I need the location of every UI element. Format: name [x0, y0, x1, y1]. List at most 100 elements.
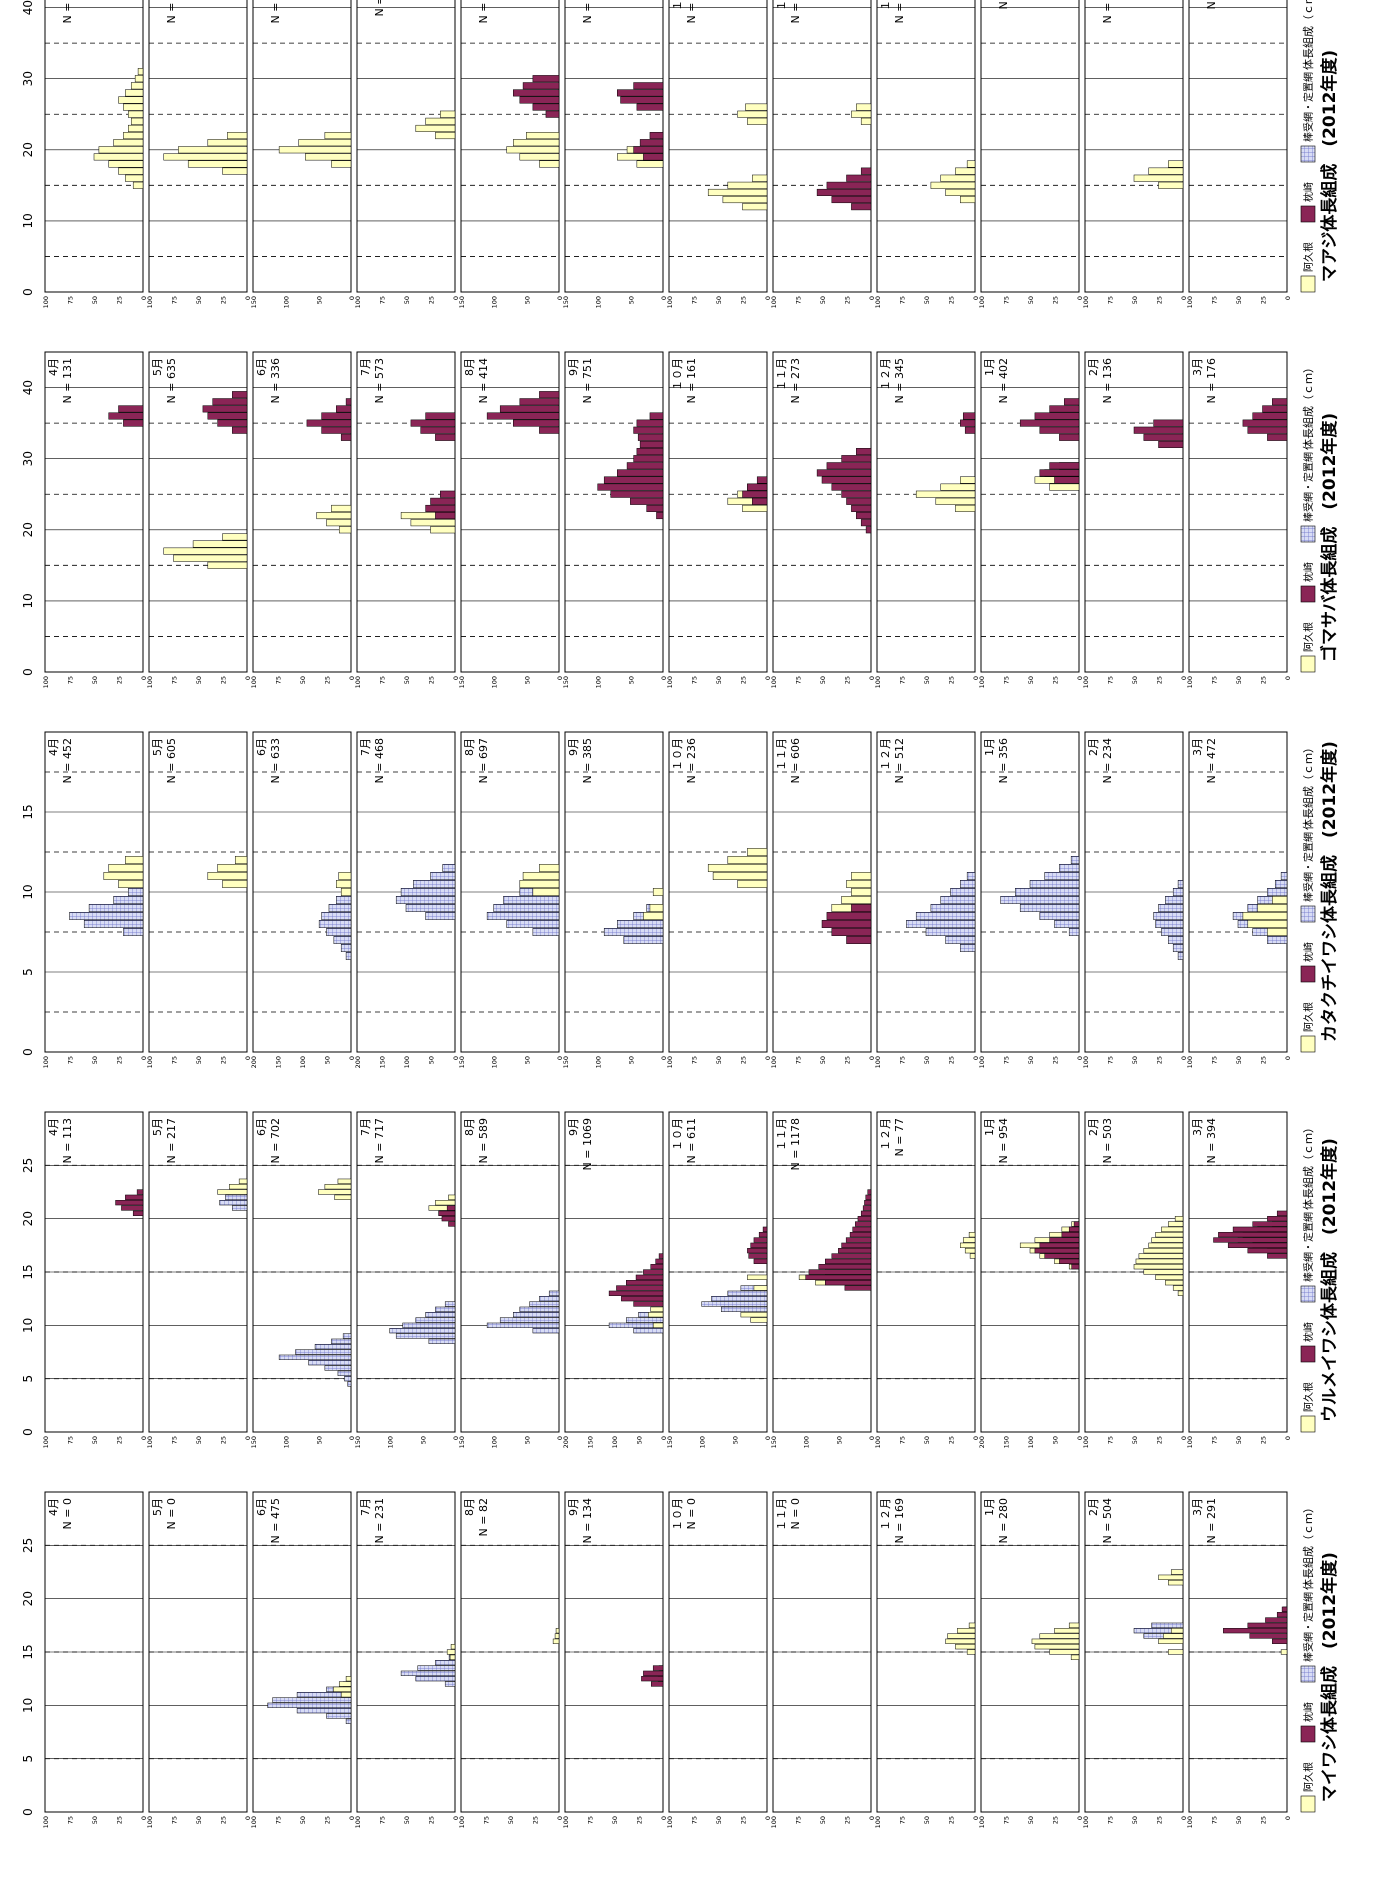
legend-swatch-aguni — [1300, 1795, 1316, 1813]
bar-makurazaki — [1267, 1216, 1288, 1222]
n-label: N = 573 — [373, 358, 386, 403]
bar-makurazaki — [608, 1290, 664, 1296]
x-tick-label: 5 — [21, 1755, 35, 1763]
panel: 0 25 50 75 100 4月 N = 113 — [42, 1111, 148, 1448]
panel: 0 25 50 75 100 5月 N = 217 — [146, 1111, 252, 1448]
bar-makurazaki — [1034, 1248, 1080, 1254]
bar-makurazaki — [750, 1242, 768, 1248]
bar-aguni — [969, 1253, 976, 1259]
x-axis-label: 体長組成（ｃｍ） — [1301, 1502, 1315, 1590]
bar-aguni — [648, 1312, 664, 1318]
y-tick-label: 50 — [315, 296, 323, 304]
legend: 阿久根 枕崎 棒受網・定置網 体長組成（ｃｍ） マイワシ体長組成 (2012年度) — [1300, 1502, 1340, 1813]
bar-makurazaki — [841, 455, 872, 463]
bar-bouuke — [113, 896, 144, 904]
bar-aguni — [1151, 1237, 1184, 1243]
y-tick-label: 0 — [868, 296, 876, 300]
bar-aguni — [1280, 1649, 1288, 1655]
bar-bouuke — [321, 912, 352, 920]
bar-makurazaki — [1039, 426, 1080, 434]
bar-makurazaki — [499, 405, 560, 413]
bar-bouuke — [486, 1322, 560, 1328]
bar-bouuke — [1151, 1622, 1184, 1628]
y-tick-label: 100 — [1082, 1436, 1090, 1448]
bar-aguni — [234, 856, 248, 864]
y-tick-label: 0 — [868, 1436, 876, 1440]
month-label: 7月 — [359, 358, 372, 376]
bar-aguni — [1267, 928, 1288, 936]
panel-frame — [460, 0, 560, 293]
legend-swatch-aguni — [1300, 1035, 1316, 1053]
panel: 0 25 50 75 100 １０月 N = 161 — [666, 351, 772, 688]
bar-makurazaki — [849, 1232, 872, 1238]
bar-aguni — [134, 75, 144, 83]
y-tick-label: 50 — [1131, 1436, 1139, 1444]
n-label: N = 503 — [1101, 1118, 1114, 1163]
n-label: N = 0 — [165, 1498, 178, 1529]
bar-makurazaki — [658, 1253, 664, 1259]
bar-bouuke — [532, 928, 560, 936]
y-tick-label: 0 — [764, 1436, 772, 1440]
legend-swatch-bouuke — [1300, 145, 1316, 163]
y-tick-label: 150 — [770, 1436, 778, 1448]
y-tick-label: 50 — [715, 1816, 723, 1824]
bar-aguni — [450, 1644, 456, 1650]
n-label: N = 633 — [269, 738, 282, 783]
bar-aguni — [128, 124, 144, 132]
bar-bouuke — [1165, 896, 1184, 904]
legend-swatch-bouuke — [1300, 525, 1316, 543]
legend-label-makurazaki: 枕崎 — [1302, 942, 1315, 962]
y-tick-label: 75 — [67, 676, 75, 684]
month-label: 2月 — [1087, 358, 1100, 376]
month-label: １１月 — [775, 358, 788, 391]
y-tick-label: 25 — [1260, 296, 1268, 304]
bar-makurazaki — [856, 448, 872, 456]
bar-aguni — [860, 117, 872, 125]
month-label: １２月 — [879, 738, 892, 771]
month-label: 1月 — [983, 1118, 996, 1136]
bar-bouuke — [83, 920, 144, 928]
n-label: N = 82 — [477, 1498, 490, 1536]
y-tick-label: 75 — [1003, 676, 1011, 684]
panel: 0 25 50 75 100 2月 N = 136 — [1082, 351, 1188, 688]
bar-makurazaki — [960, 419, 976, 427]
bar-makurazaki — [1133, 426, 1184, 434]
n-label: N = 1178 — [789, 1118, 802, 1170]
bar-aguni — [125, 174, 144, 182]
bar-makurazaki — [646, 504, 664, 512]
bar-makurazaki — [831, 1253, 872, 1259]
y-tick-label: 100 — [770, 1816, 778, 1828]
bar-aguni — [128, 110, 144, 118]
bar-bouuke — [506, 920, 560, 928]
y-tick-label: 75 — [899, 1056, 907, 1064]
y-tick-label: 75 — [691, 676, 699, 684]
y-tick-label: 150 — [275, 1056, 283, 1068]
month-label: 5月 — [151, 358, 164, 376]
bar-aguni — [753, 1285, 768, 1291]
y-tick-label: 75 — [379, 676, 387, 684]
y-tick-label: 50 — [1235, 1436, 1243, 1444]
bar-makurazaki — [108, 412, 144, 420]
bar-aguni — [435, 132, 456, 140]
y-tick-label: 50 — [819, 296, 827, 304]
y-tick-label: 50 — [731, 1436, 739, 1444]
bar-makurazaki — [752, 497, 768, 505]
bar-bouuke — [529, 1301, 560, 1307]
bar-makurazaki — [636, 103, 664, 111]
bar-makurazaki — [1054, 476, 1080, 484]
n-label: N = 259 — [685, 0, 698, 23]
y-tick-label: 0 — [348, 1816, 356, 1820]
bar-bouuke — [400, 888, 456, 896]
y-tick-label: 50 — [819, 1056, 827, 1064]
bar-makurazaki — [826, 181, 872, 189]
bar-aguni — [851, 872, 872, 880]
bar-makurazaki — [1071, 1264, 1080, 1270]
bar-makurazaki — [1049, 462, 1080, 470]
y-tick-label: 100 — [1186, 1816, 1194, 1828]
x-axis-label: 体長組成（ｃｍ） — [1301, 362, 1315, 450]
y-tick-label: 100 — [491, 1056, 499, 1068]
bar-makurazaki — [633, 82, 664, 90]
bar-makurazaki — [1276, 1612, 1288, 1618]
bar-makurazaki — [1044, 1253, 1080, 1259]
